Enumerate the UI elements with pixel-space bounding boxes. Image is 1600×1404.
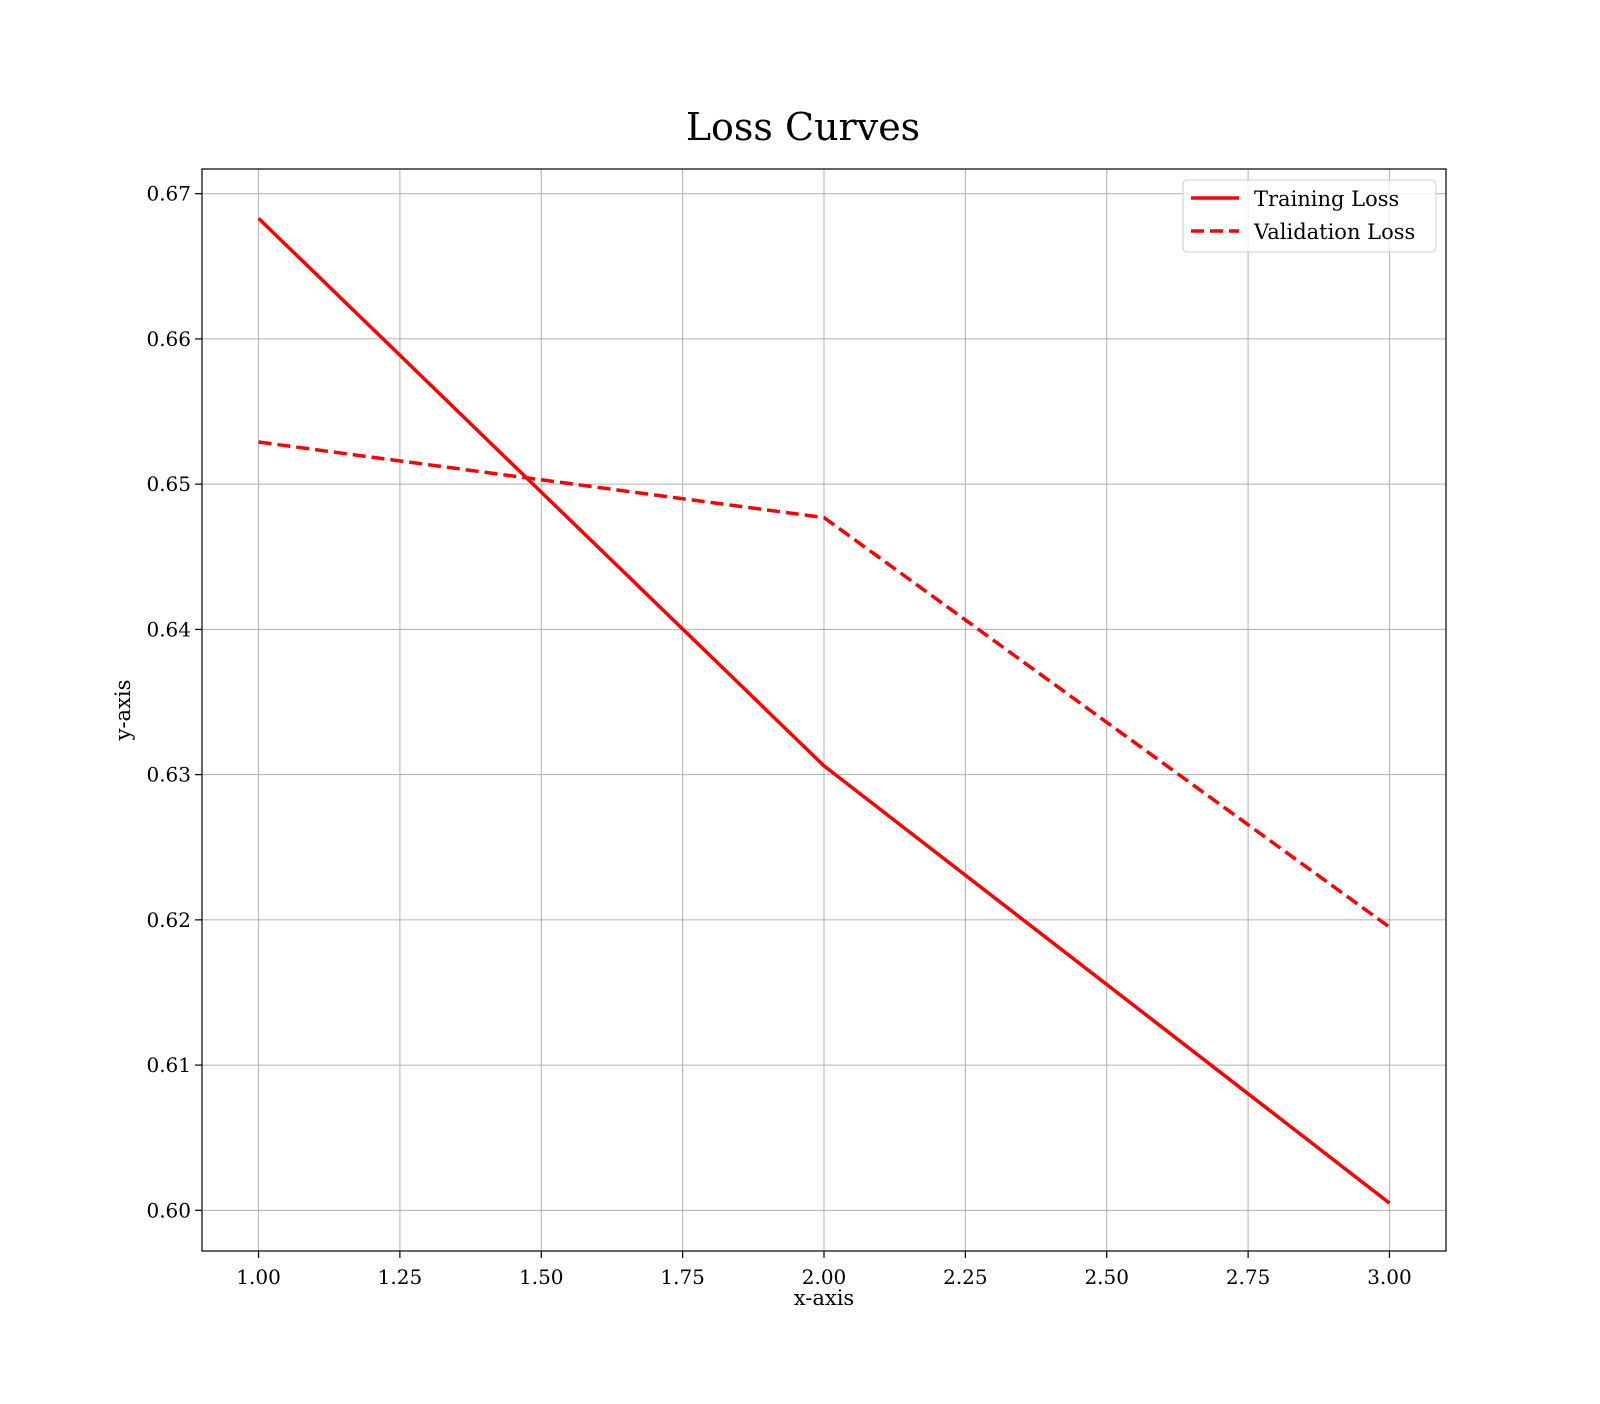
x-tick-label: 3.00 bbox=[1367, 1265, 1412, 1289]
y-tick-label: 0.64 bbox=[146, 617, 191, 641]
x-tick-label: 2.50 bbox=[1084, 1265, 1129, 1289]
y-axis-label: y-axis bbox=[111, 680, 135, 742]
series-layer bbox=[257, 217, 1391, 1205]
x-tick-label: 2.00 bbox=[802, 1265, 847, 1289]
y-tick-label: 0.63 bbox=[146, 763, 191, 787]
y-tick-label: 0.60 bbox=[146, 1198, 191, 1222]
y-tick-label: 0.62 bbox=[146, 908, 191, 932]
grid-layer bbox=[202, 169, 1446, 1251]
x-tick-label: 1.00 bbox=[236, 1265, 281, 1289]
x-tick-label: 1.50 bbox=[519, 1265, 564, 1289]
legend-label-training-loss: Training Loss bbox=[1254, 187, 1399, 211]
series-line-training-loss bbox=[257, 217, 1391, 1205]
y-tick-label: 0.66 bbox=[146, 327, 191, 351]
x-tick-label: 2.25 bbox=[943, 1265, 988, 1289]
x-axis-label: x-axis bbox=[794, 1286, 854, 1310]
y-tick-label: 0.65 bbox=[146, 472, 191, 496]
legend-label-validation-loss: Validation Loss bbox=[1253, 220, 1415, 244]
y-tick-label: 0.67 bbox=[146, 182, 191, 206]
x-tick-label: 1.75 bbox=[660, 1265, 705, 1289]
tick-layer: 1.00 1.25 1.50 1.75 2.00 2.25 2.50 2.75 3.00 0.60… bbox=[146, 182, 1411, 1289]
legend-box bbox=[1182, 179, 1437, 253]
chart-title: Loss Curves bbox=[686, 105, 920, 149]
x-tick-label: 1.25 bbox=[378, 1265, 423, 1289]
series-line-validation-loss bbox=[258, 440, 1391, 929]
x-tick-label: 2.75 bbox=[1226, 1265, 1271, 1289]
legend: Training Loss Validation Loss bbox=[1182, 179, 1437, 253]
y-tick-label: 0.61 bbox=[146, 1053, 191, 1077]
